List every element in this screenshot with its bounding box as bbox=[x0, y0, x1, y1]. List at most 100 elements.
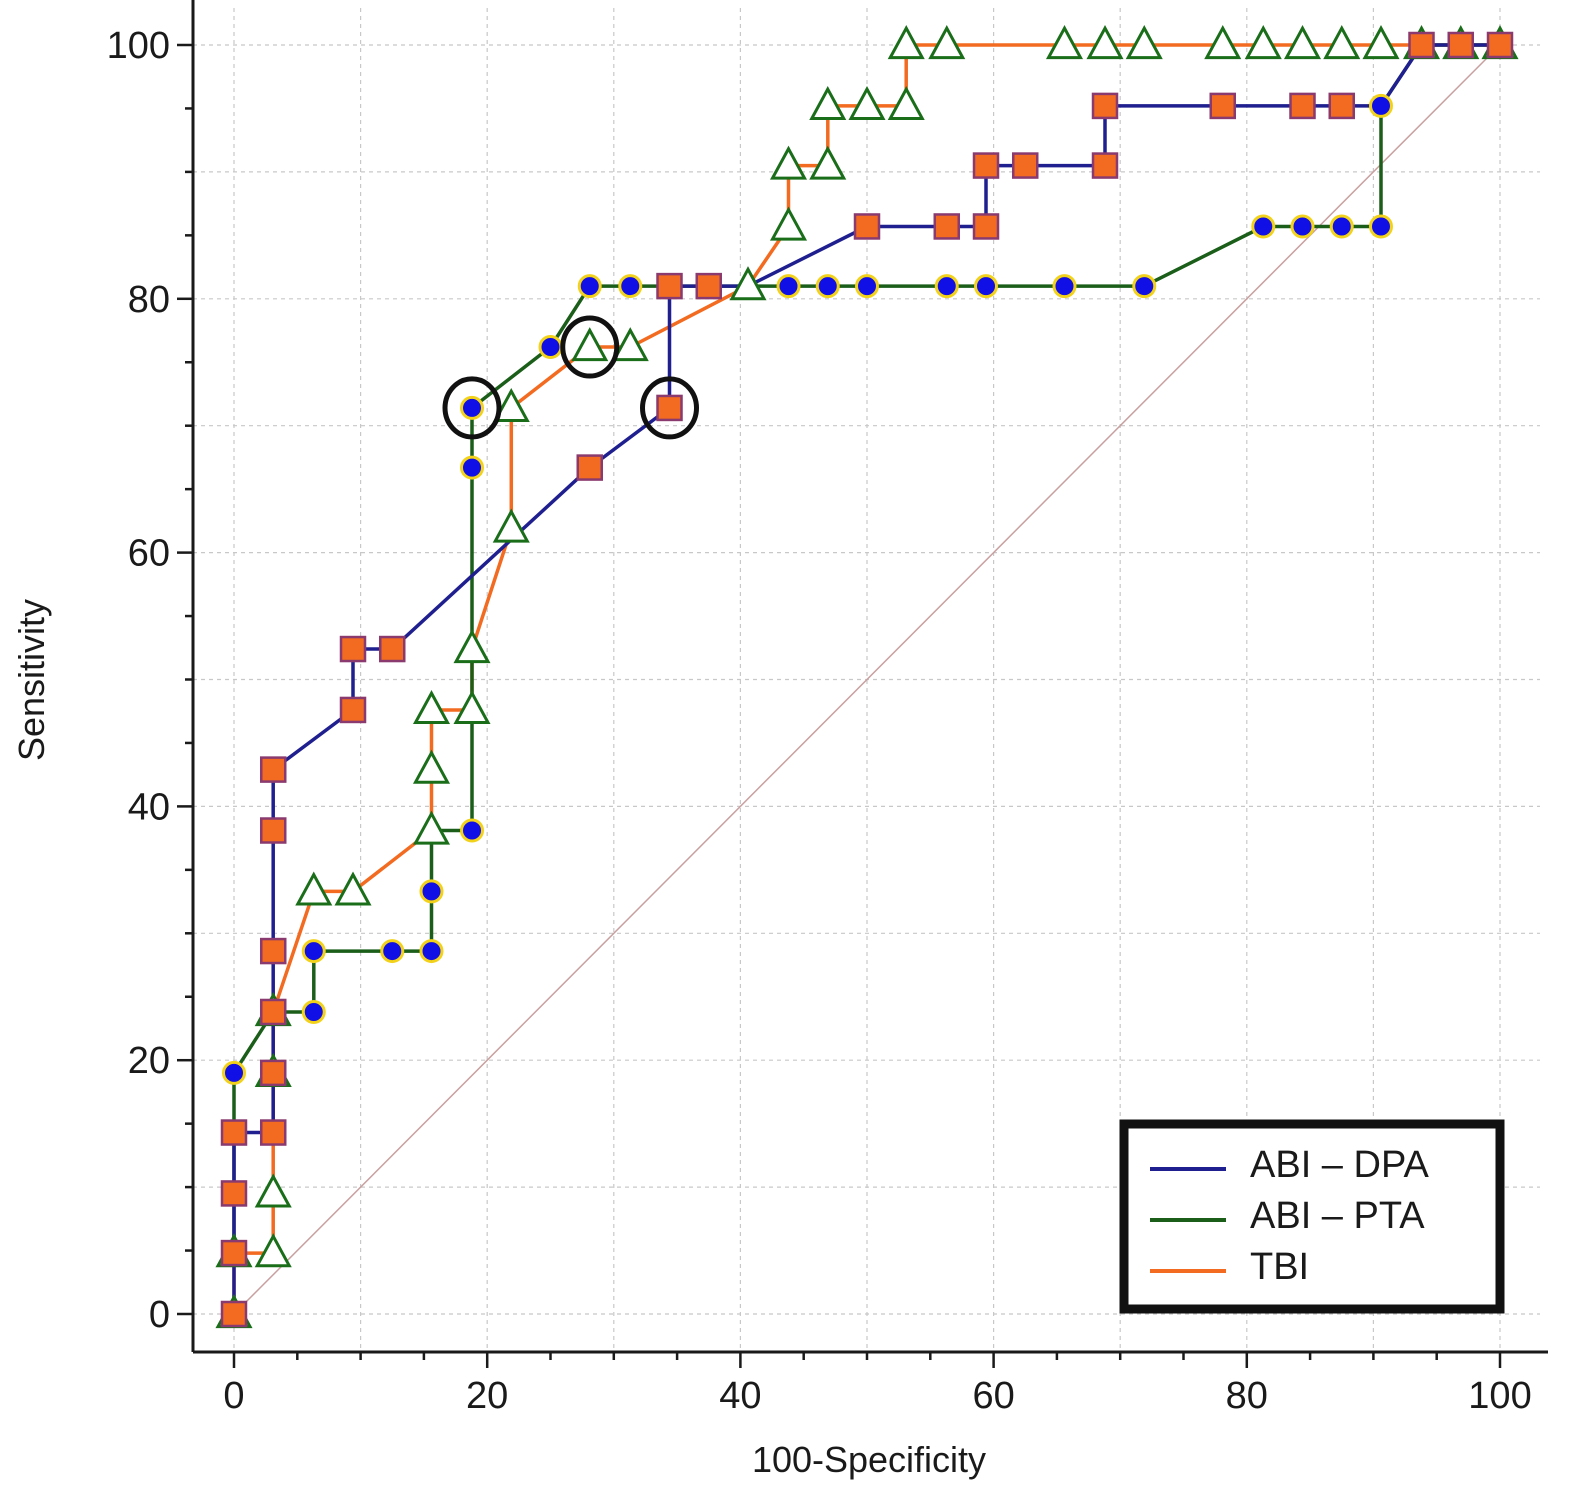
marker-abi-pta bbox=[1329, 214, 1354, 239]
marker-tbi bbox=[571, 327, 609, 362]
annotation-layer bbox=[442, 315, 700, 440]
marker-abi-dpa bbox=[339, 635, 367, 663]
marker-tbi bbox=[1323, 25, 1361, 60]
marker-tbi bbox=[729, 266, 767, 301]
marker-abi-pta bbox=[460, 395, 485, 420]
marker-tbi bbox=[611, 327, 649, 362]
marker-abi-pta bbox=[776, 274, 801, 299]
y-tick-label: 80 bbox=[128, 279, 170, 321]
marker-abi-dpa bbox=[1447, 31, 1475, 59]
marker-abi-dpa bbox=[1289, 92, 1316, 120]
marker-abi-dpa bbox=[220, 1300, 248, 1328]
marker-tbi bbox=[928, 25, 966, 60]
marker-tbi bbox=[809, 145, 847, 180]
marker-abi-dpa bbox=[656, 394, 683, 422]
annotation-circle bbox=[640, 376, 700, 440]
marker-abi-dpa bbox=[259, 817, 287, 844]
marker-abi-pta bbox=[855, 274, 879, 299]
marker-abi-pta bbox=[618, 274, 643, 299]
x-tick-label: 40 bbox=[719, 1375, 761, 1417]
marker-abi-pta bbox=[1251, 214, 1276, 239]
marker-tbi bbox=[412, 749, 451, 784]
marker-abi-pta bbox=[974, 274, 999, 299]
marker-abi-pta bbox=[460, 455, 485, 480]
y-tick-label: 0 bbox=[149, 1294, 170, 1336]
marker-abi-dpa bbox=[972, 213, 1000, 240]
marker-abi-pta bbox=[380, 939, 405, 964]
marker-tbi bbox=[1086, 25, 1124, 60]
y-tick-label: 40 bbox=[128, 786, 170, 828]
annotation-circle bbox=[442, 376, 502, 440]
y-axis-title: Sensitivity bbox=[11, 599, 52, 761]
marker-tbi bbox=[1362, 25, 1400, 60]
marker-tbi bbox=[453, 629, 491, 664]
marker-tbi bbox=[887, 85, 925, 121]
series-layer bbox=[215, 25, 1519, 1329]
marker-abi-dpa bbox=[1408, 31, 1435, 59]
marker-tbi bbox=[412, 690, 451, 725]
marker-abi-pta bbox=[222, 1060, 246, 1085]
marker-abi-dpa bbox=[259, 937, 287, 965]
marker-abi-pta bbox=[301, 939, 326, 964]
annotation-circle bbox=[560, 315, 620, 379]
marker-abi-dpa bbox=[259, 1119, 287, 1146]
marker-tbi bbox=[769, 206, 808, 241]
marker-abi-dpa bbox=[972, 152, 1000, 179]
marker-abi-pta bbox=[815, 274, 840, 299]
marker-abi-pta bbox=[301, 999, 326, 1024]
marker-abi-dpa bbox=[379, 635, 406, 663]
reference-diagonal-line bbox=[233, 44, 1501, 1315]
x-tick-label: 80 bbox=[1226, 1375, 1268, 1417]
marker-abi-dpa bbox=[853, 213, 881, 240]
marker-tbi bbox=[412, 810, 451, 845]
marker-tbi bbox=[1125, 25, 1163, 60]
marker-tbi bbox=[334, 871, 372, 906]
marker-tbi bbox=[492, 508, 530, 543]
marker-abi-dpa bbox=[1012, 152, 1039, 179]
marker-abi-dpa bbox=[220, 1239, 248, 1267]
legend: ABI – DPA ABI – PTA TBI bbox=[1119, 1119, 1505, 1314]
axes bbox=[177, 0, 1548, 1368]
x-tick-label: 20 bbox=[466, 1375, 508, 1417]
marker-abi-pta bbox=[577, 274, 602, 299]
marker-abi-dpa bbox=[1091, 152, 1119, 179]
y-tick-label: 100 bbox=[107, 25, 170, 67]
marker-abi-dpa bbox=[1328, 92, 1355, 120]
marker-abi-dpa bbox=[1209, 92, 1236, 120]
y-tick-label: 60 bbox=[128, 533, 170, 575]
marker-tbi bbox=[887, 25, 925, 60]
marker-tbi bbox=[848, 85, 886, 121]
marker-abi-dpa bbox=[695, 272, 722, 300]
marker-abi-dpa bbox=[259, 998, 287, 1026]
marker-abi-dpa bbox=[259, 756, 287, 783]
legend-label-abi-dpa: ABI – DPA bbox=[1250, 1144, 1429, 1186]
y-tick-label: 20 bbox=[128, 1040, 170, 1082]
marker-tbi bbox=[453, 690, 491, 725]
marker-abi-pta bbox=[538, 335, 563, 360]
tick-labels: 0 20 40 60 80 100 0 20 40 60 80 100 bbox=[107, 25, 1532, 1417]
marker-abi-pta bbox=[934, 274, 959, 299]
marker-tbi bbox=[1045, 25, 1084, 60]
legend-box bbox=[1119, 1119, 1505, 1314]
marker-abi-pta bbox=[1368, 214, 1393, 239]
marker-abi-pta bbox=[419, 879, 444, 904]
marker-abi-dpa bbox=[220, 1180, 248, 1207]
x-tick-label: 0 bbox=[223, 1375, 244, 1417]
marker-abi-dpa bbox=[933, 213, 961, 240]
marker-abi-dpa bbox=[259, 1059, 287, 1087]
marker-abi-pta bbox=[1052, 274, 1077, 299]
marker-tbi bbox=[295, 871, 333, 906]
marker-tbi bbox=[1204, 25, 1242, 60]
marker-abi-pta bbox=[1132, 274, 1157, 299]
marker-abi-dpa bbox=[220, 1119, 248, 1146]
marker-abi-pta bbox=[419, 939, 444, 964]
marker-tbi bbox=[809, 85, 847, 121]
marker-tbi bbox=[254, 1173, 292, 1208]
marker-abi-pta bbox=[460, 818, 485, 843]
marker-tbi bbox=[254, 1233, 292, 1268]
marker-abi-pta bbox=[1368, 93, 1393, 118]
marker-tbi bbox=[1244, 25, 1282, 60]
marker-abi-dpa bbox=[1486, 31, 1514, 59]
marker-abi-dpa bbox=[1091, 92, 1119, 120]
